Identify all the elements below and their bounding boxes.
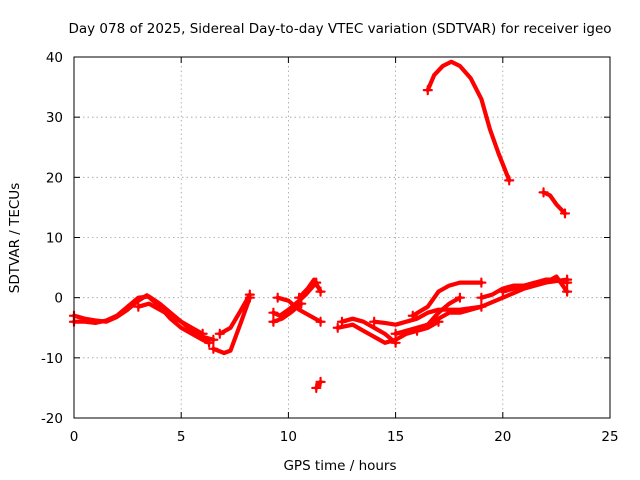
point-marker: [268, 307, 279, 318]
point-marker: [294, 292, 305, 303]
data-series: [68, 59, 573, 394]
y-tick-label: 0: [54, 291, 63, 307]
point-marker: [315, 286, 326, 297]
point-marker: [390, 328, 401, 339]
point-marker: [332, 322, 343, 333]
point-marker: [497, 286, 508, 297]
point-marker: [407, 310, 418, 321]
point-marker: [476, 277, 487, 288]
grid: [74, 57, 610, 418]
point-marker: [336, 316, 348, 327]
point-marker: [504, 175, 515, 186]
series-arc-19: [425, 59, 512, 183]
point-marker: [422, 84, 433, 96]
point-marker: [296, 298, 307, 309]
point-marker: [559, 208, 571, 219]
chart-title: Day 078 of 2025, Sidereal Day-to-day VTE…: [68, 21, 611, 37]
y-tick-label: 10: [46, 231, 63, 247]
y-tick-label: 40: [46, 50, 63, 66]
series-arc-9: [297, 277, 323, 300]
series-arc-20: [541, 190, 568, 216]
series-arc-5: [217, 292, 252, 336]
point-marker: [208, 343, 219, 354]
series-arc-14: [393, 277, 570, 336]
series-arc-8: [275, 295, 323, 324]
y-tick-label: -20: [41, 411, 63, 427]
point-marker: [311, 382, 322, 394]
point-marker: [454, 292, 466, 303]
point-marker: [538, 187, 549, 198]
x-tick-label: 20: [494, 429, 511, 445]
point-marker: [411, 325, 423, 336]
point-marker: [244, 289, 255, 300]
series-arc-4: [211, 295, 252, 356]
series-arc-3: [136, 301, 216, 342]
x-tick-label: 5: [177, 429, 186, 445]
x-tick-label: 0: [70, 429, 79, 445]
point-marker: [208, 334, 219, 345]
point-marker: [369, 316, 380, 327]
series-arc-15: [410, 280, 484, 318]
series-arc-13: [372, 304, 484, 327]
point-marker: [562, 277, 573, 288]
y-tick-label: 30: [46, 110, 63, 126]
point-marker: [390, 337, 401, 348]
point-marker: [133, 301, 144, 312]
y-tick-label: -10: [41, 351, 63, 367]
point-marker: [315, 316, 326, 327]
x-tick-label: 25: [601, 429, 618, 445]
series-arc-16: [414, 295, 462, 333]
series-arc-12: [339, 316, 398, 345]
point-marker: [272, 292, 283, 303]
point-marker: [315, 376, 326, 387]
y-axis-label: SDTVAR / TECUs: [7, 183, 23, 293]
point-marker: [268, 316, 279, 327]
axis-ticks: 0 5 10 15 20 25 -20 -10 0 10 20 30 40: [41, 50, 619, 445]
x-tick-label: 10: [280, 429, 297, 445]
series-arc-1: [71, 293, 212, 345]
point-marker: [476, 292, 487, 303]
x-axis-label: GPS time / hours: [283, 458, 396, 474]
point-marker: [214, 328, 225, 339]
point-marker: [562, 286, 573, 297]
y-tick-label: 20: [46, 170, 63, 186]
x-tick-label: 15: [387, 429, 404, 445]
series-arc-18: [500, 274, 570, 294]
